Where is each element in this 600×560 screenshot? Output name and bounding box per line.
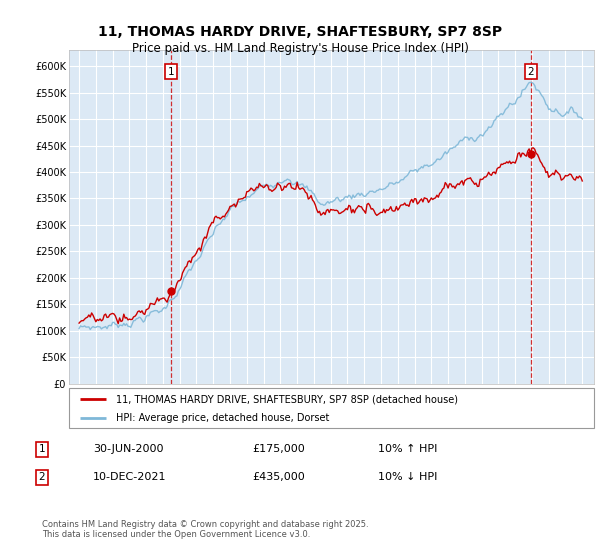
Text: 1: 1 xyxy=(168,67,175,77)
Text: 1: 1 xyxy=(38,444,46,454)
Text: £175,000: £175,000 xyxy=(252,444,305,454)
Text: 11, THOMAS HARDY DRIVE, SHAFTESBURY, SP7 8SP: 11, THOMAS HARDY DRIVE, SHAFTESBURY, SP7… xyxy=(98,25,502,39)
Text: 2: 2 xyxy=(527,67,534,77)
Text: 11, THOMAS HARDY DRIVE, SHAFTESBURY, SP7 8SP (detached house): 11, THOMAS HARDY DRIVE, SHAFTESBURY, SP7… xyxy=(116,394,458,404)
Text: 2: 2 xyxy=(38,472,46,482)
Text: Contains HM Land Registry data © Crown copyright and database right 2025.
This d: Contains HM Land Registry data © Crown c… xyxy=(42,520,368,539)
FancyBboxPatch shape xyxy=(69,388,594,428)
Text: 10% ↓ HPI: 10% ↓ HPI xyxy=(378,472,437,482)
Text: £435,000: £435,000 xyxy=(252,472,305,482)
Text: 10-DEC-2021: 10-DEC-2021 xyxy=(93,472,167,482)
Text: HPI: Average price, detached house, Dorset: HPI: Average price, detached house, Dors… xyxy=(116,413,329,423)
Text: Price paid vs. HM Land Registry's House Price Index (HPI): Price paid vs. HM Land Registry's House … xyxy=(131,42,469,55)
Text: 10% ↑ HPI: 10% ↑ HPI xyxy=(378,444,437,454)
Text: 30-JUN-2000: 30-JUN-2000 xyxy=(93,444,163,454)
